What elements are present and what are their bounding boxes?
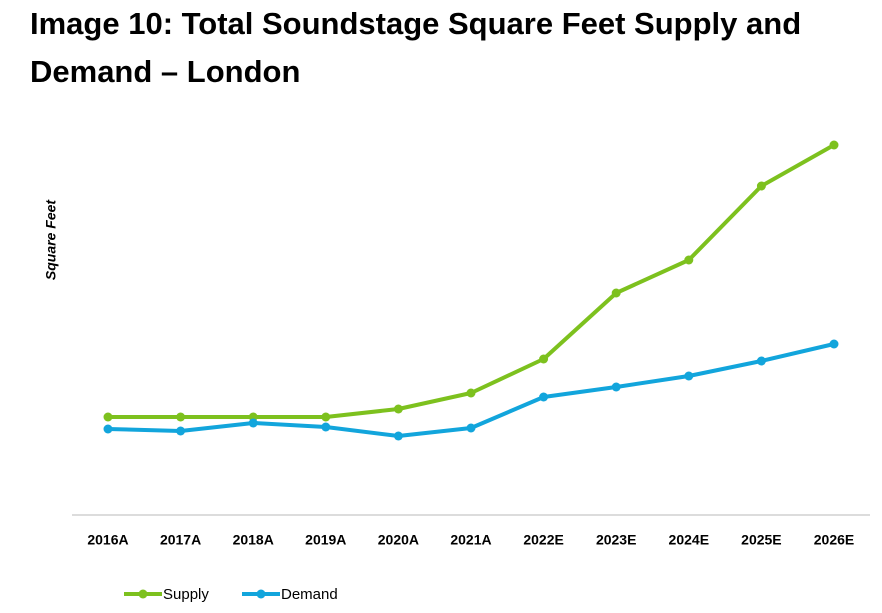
data-point bbox=[611, 382, 621, 392]
data-point bbox=[393, 404, 403, 414]
legend-label: Supply bbox=[163, 586, 209, 603]
data-point bbox=[684, 371, 694, 381]
x-tick-label: 2026E bbox=[814, 532, 854, 548]
data-point bbox=[466, 388, 476, 398]
data-point bbox=[393, 431, 403, 441]
legend-marker bbox=[256, 589, 266, 599]
chart-title: Image 10: Total Soundstage Square Feet S… bbox=[30, 6, 802, 89]
x-tick-label: 2020A bbox=[378, 532, 419, 548]
data-point bbox=[103, 424, 113, 434]
x-tick-label: 2023E bbox=[596, 532, 636, 548]
x-tick-label: 2022E bbox=[523, 532, 563, 548]
data-point bbox=[756, 181, 766, 191]
legend-label: Demand bbox=[281, 586, 338, 603]
data-point bbox=[103, 412, 113, 422]
x-tick-label: 2018A bbox=[233, 532, 274, 548]
x-tick-label: 2017A bbox=[160, 532, 201, 548]
data-point bbox=[829, 339, 839, 349]
data-point bbox=[684, 255, 694, 265]
data-point bbox=[321, 412, 331, 422]
data-point bbox=[466, 423, 476, 433]
series-line bbox=[108, 143, 835, 419]
x-tick-label: 2019A bbox=[305, 532, 346, 548]
data-point bbox=[176, 426, 186, 436]
data-point bbox=[539, 354, 549, 364]
data-point bbox=[829, 140, 839, 150]
data-point bbox=[611, 288, 621, 298]
y-axis-label: Square Feet bbox=[43, 199, 59, 280]
data-point bbox=[539, 392, 549, 402]
data-point bbox=[756, 356, 766, 366]
x-tick-label: 2025E bbox=[741, 532, 781, 548]
legend-marker bbox=[138, 589, 148, 599]
data-point bbox=[321, 422, 331, 432]
x-tick-label: 2021A bbox=[450, 532, 491, 548]
x-tick-label: 2024E bbox=[669, 532, 709, 548]
x-tick-label: 2016A bbox=[87, 532, 128, 548]
data-point bbox=[176, 412, 186, 422]
data-point bbox=[248, 418, 258, 428]
